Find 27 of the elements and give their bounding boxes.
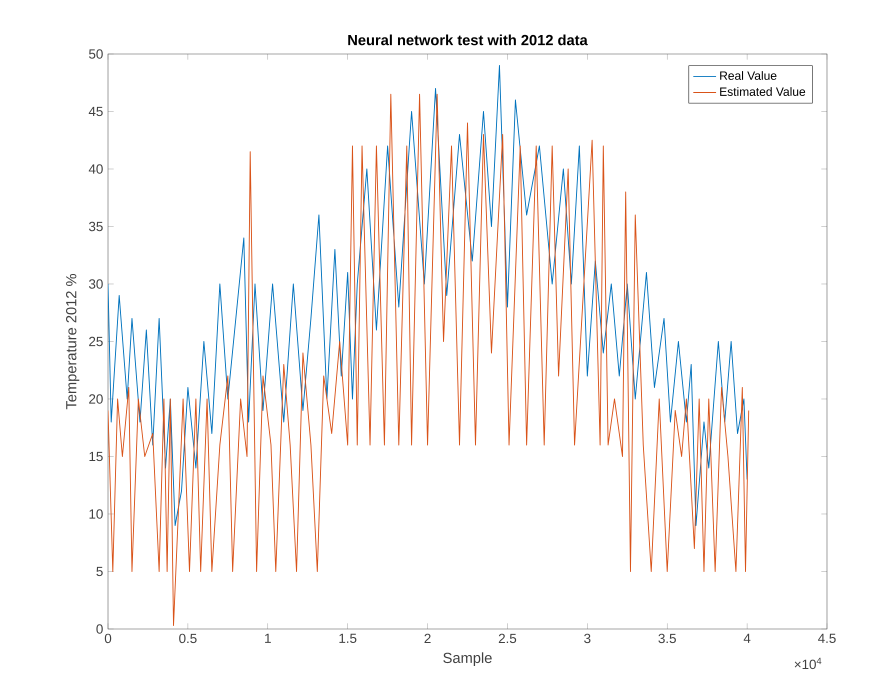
- y-tick-label: 20: [89, 394, 103, 404]
- x-tick-label: 3.5: [658, 634, 676, 644]
- y-tick-label: 35: [88, 222, 103, 232]
- x-tick-label: 2: [424, 634, 431, 644]
- legend-label: Real Value: [720, 71, 776, 80]
- x-tick-label: 3: [584, 634, 590, 644]
- y-tick-label: 50: [89, 49, 103, 59]
- x-axis-title: Sample: [443, 652, 492, 666]
- y-tick-label: 15: [89, 452, 103, 462]
- y-tick-label: 40: [88, 164, 103, 174]
- y-tick-label: 25: [89, 336, 103, 346]
- y-tick-label: 30: [88, 279, 103, 289]
- y-tick-label: 45: [88, 106, 103, 116]
- y-tick-label: 10: [89, 509, 103, 519]
- x-tick-label: 0.5: [179, 634, 197, 644]
- chart-title: Neural network test with 2012 data: [348, 34, 588, 46]
- x-tick-label: 1.5: [339, 634, 356, 643]
- legend-label: Estimated Value: [720, 87, 806, 96]
- text: ×10$^{4}$: [794, 658, 822, 670]
- y-tick-label: 0: [96, 624, 103, 634]
- x-tick-label: 1: [265, 634, 271, 643]
- y-tick-label: 5: [96, 566, 103, 576]
- x-tick-label: 4: [744, 634, 750, 643]
- x-tick-label: 2.5: [498, 634, 516, 644]
- x-tick-label: 4.5: [818, 634, 836, 643]
- y-axis-title: Temperature 2012 %: [66, 274, 80, 410]
- x-tick-label: 0: [104, 634, 112, 644]
